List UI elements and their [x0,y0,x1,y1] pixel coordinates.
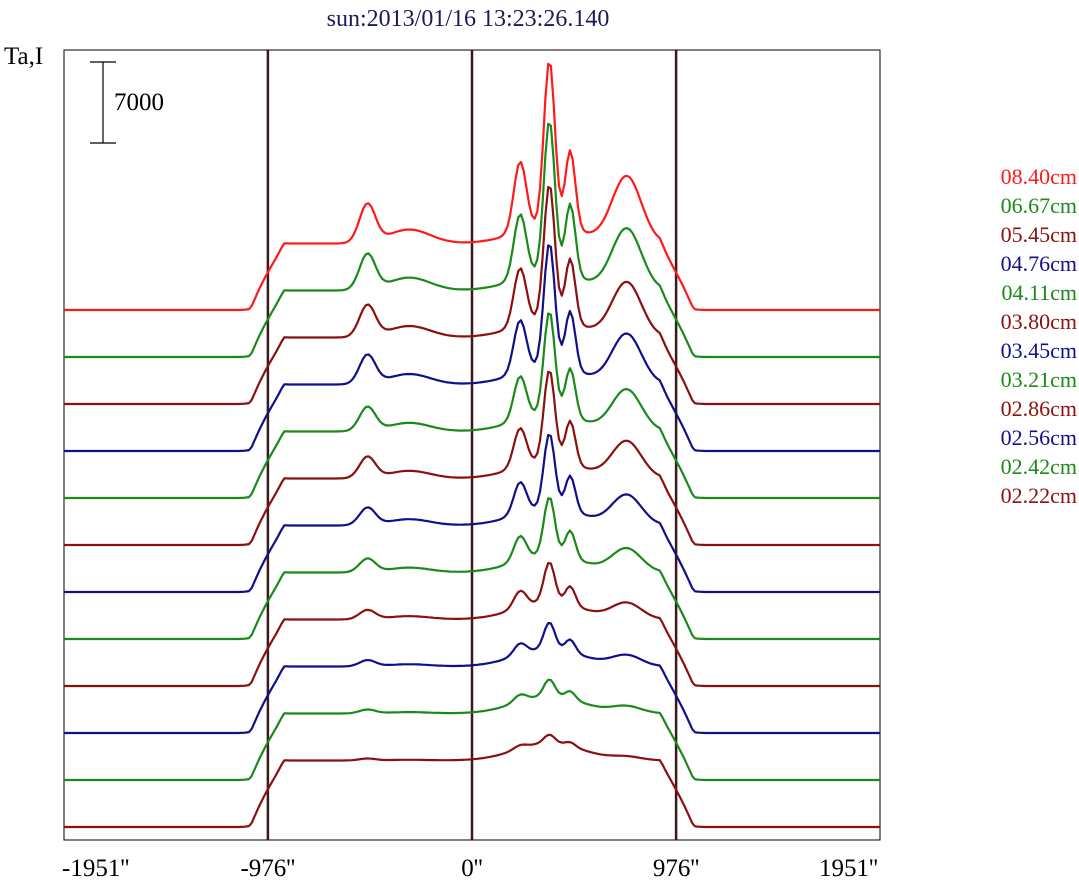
x-tick-label: 976'' [653,855,700,882]
legend-item: 08.40cm [1001,164,1077,189]
legend-item: 04.76cm [1001,251,1077,276]
series-line-04.76cm [64,244,880,453]
scale-bar: 7000 [90,61,164,144]
series-line-05.45cm [64,185,880,406]
legend-item: 02.22cm [1001,483,1077,508]
vertical-lines [266,50,678,840]
x-tick-label: 0'' [461,855,483,882]
series-line-02.86cm [64,562,880,688]
x-tick-label: -976'' [240,855,295,882]
chart-title: sun:2013/01/16 13:23:26.140 [327,6,610,32]
legend-item: 06.67cm [1001,193,1077,218]
x-tick-label: 1951'' [819,855,878,882]
series-line-06.67cm [64,122,880,359]
legend-item: 02.42cm [1001,454,1077,479]
scale-bar-label: 7000 [114,89,164,116]
legend-item: 03.21cm [1001,367,1077,392]
legend-item: 04.11cm [1001,280,1077,305]
legend: 08.40cm 06.67cm 05.45cm 04.76cm 04.11cm 03.80… [1001,164,1077,508]
series-line-03.21cm [64,497,880,641]
series-line-03.45cm [64,433,880,594]
legend-item: 03.45cm [1001,338,1077,363]
legend-item: 03.80cm [1001,309,1077,334]
series-line-02.42cm [64,678,880,782]
series-line-04.11cm [64,312,880,500]
series-line-03.80cm [64,370,880,547]
legend-item: 02.56cm [1001,425,1077,450]
x-tick-labels: -1951'' -976'' 0'' 976'' 1951'' [62,855,878,882]
series-lines [64,62,880,829]
y-axis-label: Ta,I [4,43,43,70]
x-tick-label: -1951'' [62,855,129,882]
series-line-02.56cm [64,622,880,735]
series-line-08.40cm [64,62,880,312]
series-line-02.22cm [64,733,880,829]
legend-item: 02.86cm [1001,396,1077,421]
legend-item: 05.45cm [1001,222,1077,247]
